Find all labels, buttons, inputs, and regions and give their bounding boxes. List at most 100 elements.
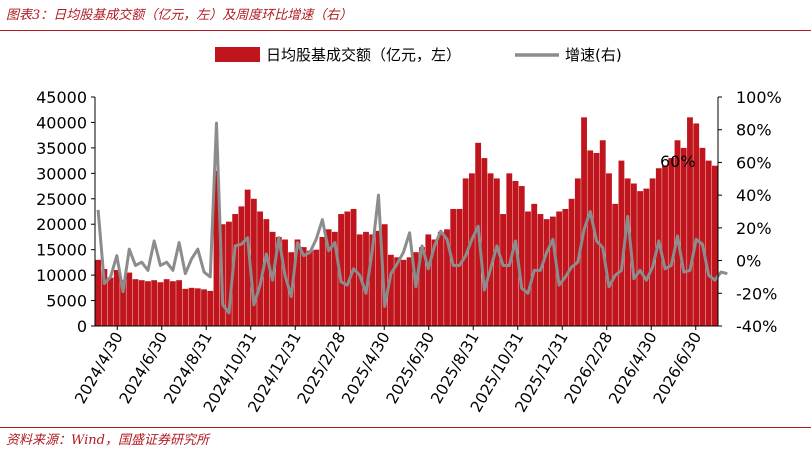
bar-48 bbox=[394, 257, 401, 326]
bar-82 bbox=[606, 173, 612, 326]
bar-86 bbox=[630, 183, 637, 326]
bar-68 bbox=[518, 186, 525, 326]
page-source: 资料来源：Wind，国盛证券研究所 bbox=[6, 433, 209, 448]
bar-52 bbox=[419, 247, 425, 326]
bar-51 bbox=[412, 252, 419, 326]
x-axis-ticks: 2024/4/302024/6/302024/8/312024/10/31202… bbox=[71, 326, 705, 415]
right-tick-label-0: -40% bbox=[736, 317, 777, 336]
bar-57 bbox=[450, 208, 457, 326]
right-tick-label-5: 60% bbox=[736, 153, 772, 172]
bar-6 bbox=[132, 279, 139, 326]
bar-22 bbox=[232, 214, 239, 326]
bar-0 bbox=[95, 259, 102, 326]
bar-12 bbox=[169, 281, 176, 326]
legend-line-label: 增速(右) bbox=[565, 46, 622, 64]
bar-8 bbox=[145, 281, 151, 326]
bar-7 bbox=[138, 280, 145, 326]
bar-35 bbox=[313, 249, 320, 326]
bar-98 bbox=[705, 160, 712, 326]
bar-66 bbox=[506, 173, 513, 326]
bar-74 bbox=[556, 211, 563, 326]
bar-32 bbox=[294, 239, 301, 326]
right-tick-label-3: 20% bbox=[736, 219, 772, 238]
bar-76 bbox=[568, 198, 575, 326]
legend: 日均股基成交额（亿元，左） 增速(右) bbox=[215, 46, 622, 64]
legend-bar-swatch bbox=[215, 47, 260, 62]
right-tick-label-6: 80% bbox=[736, 121, 772, 140]
left-axis-ticks: 0 5000 10000 15000 20000 25000 30000 35000 40000… bbox=[36, 88, 95, 336]
bar-92 bbox=[668, 158, 675, 326]
bar-19 bbox=[213, 170, 220, 326]
bar-97 bbox=[699, 147, 706, 326]
bar-5 bbox=[126, 272, 133, 326]
title-rule bbox=[0, 30, 811, 31]
growth-line bbox=[96, 121, 728, 315]
bar-10 bbox=[157, 282, 164, 326]
bar-75 bbox=[562, 208, 569, 326]
bar-78 bbox=[581, 117, 587, 326]
bar-91 bbox=[662, 165, 668, 326]
bar-18 bbox=[207, 290, 214, 326]
bar-13 bbox=[176, 280, 183, 326]
bar-37 bbox=[325, 229, 332, 326]
bar-3 bbox=[113, 270, 120, 326]
bar-72 bbox=[543, 219, 550, 326]
bar-54 bbox=[431, 239, 438, 326]
bar-38 bbox=[331, 231, 338, 326]
bar-58 bbox=[456, 208, 463, 326]
bar-46 bbox=[381, 224, 388, 326]
left-tick-label-3: 15000 bbox=[36, 241, 87, 260]
bar-73 bbox=[549, 216, 556, 326]
left-tick-label-1: 5000 bbox=[46, 292, 87, 311]
bar-88 bbox=[643, 188, 650, 326]
bar-79 bbox=[587, 150, 594, 326]
bar-29 bbox=[275, 236, 282, 326]
bar-33 bbox=[300, 247, 307, 326]
bar-9 bbox=[151, 280, 158, 326]
right-tick-label-7: 100% bbox=[736, 88, 782, 107]
bar-24 bbox=[244, 189, 251, 326]
left-tick-label-9: 45000 bbox=[36, 88, 87, 107]
bar-87 bbox=[637, 191, 644, 326]
bar-39 bbox=[338, 214, 344, 326]
bar-45 bbox=[375, 230, 382, 326]
bar-50 bbox=[406, 257, 413, 326]
bar-27 bbox=[263, 219, 270, 326]
left-tick-label-2: 10000 bbox=[36, 266, 87, 285]
left-tick-label-5: 25000 bbox=[36, 190, 87, 209]
right-tick-label-2: 0% bbox=[736, 252, 761, 271]
annotation-60-percent: 60% bbox=[660, 152, 696, 171]
bar-44 bbox=[369, 234, 376, 326]
left-tick-label-8: 40000 bbox=[36, 113, 87, 132]
bar-89 bbox=[649, 178, 656, 326]
bar-2 bbox=[107, 277, 114, 326]
bar-14 bbox=[182, 288, 189, 326]
bar-85 bbox=[624, 178, 631, 326]
bar-1 bbox=[101, 269, 108, 326]
bar-21 bbox=[226, 221, 232, 326]
bar-70 bbox=[531, 203, 538, 326]
bar-99 bbox=[711, 165, 718, 326]
bar-81 bbox=[599, 140, 606, 326]
bar-62 bbox=[481, 158, 488, 326]
bar-40 bbox=[344, 211, 351, 326]
bar-17 bbox=[201, 289, 207, 326]
right-axis-ticks: -40% -20% 0% 20% 40% 60% 80% 100% bbox=[718, 88, 782, 336]
left-tick-label-0: 0 bbox=[77, 317, 87, 336]
bar-96 bbox=[693, 123, 700, 327]
bar-42 bbox=[356, 234, 363, 326]
bar-26 bbox=[257, 211, 264, 326]
bar-77 bbox=[574, 178, 581, 326]
right-tick-label-1: -20% bbox=[736, 284, 777, 303]
bar-23 bbox=[238, 206, 245, 326]
page-title: 图表3：日均股基成交额（亿元，左）及周度环比增速（右） bbox=[6, 8, 353, 23]
bar-69 bbox=[525, 211, 531, 326]
right-tick-label-4: 40% bbox=[736, 186, 772, 205]
bar-11 bbox=[163, 279, 170, 326]
bar-series bbox=[95, 117, 718, 327]
bar-49 bbox=[400, 259, 407, 326]
left-tick-label-4: 20000 bbox=[36, 215, 87, 234]
bar-25 bbox=[250, 198, 257, 326]
bar-4 bbox=[120, 280, 126, 326]
